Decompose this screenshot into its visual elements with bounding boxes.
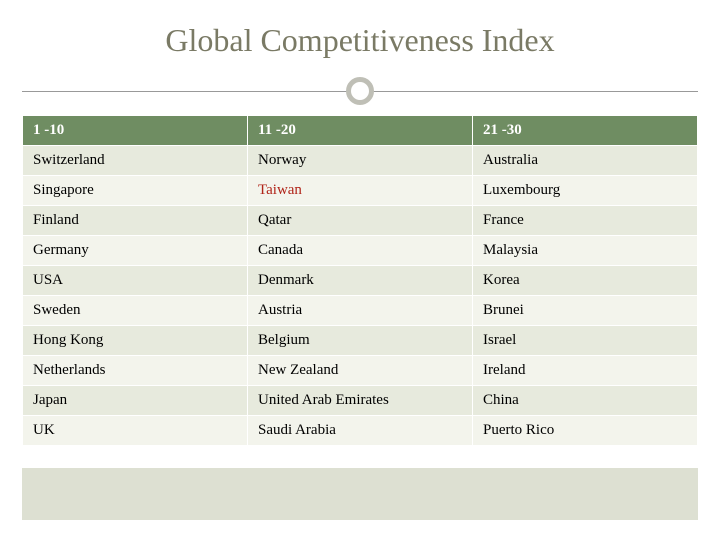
cell: Finland [23, 206, 248, 236]
table-row: Hong Kong Belgium Israel [23, 326, 698, 356]
cell: Qatar [248, 206, 473, 236]
cell: Germany [23, 236, 248, 266]
table-row: Sweden Austria Brunei [23, 296, 698, 326]
cell: China [473, 386, 698, 416]
cell: Belgium [248, 326, 473, 356]
cell: Austria [248, 296, 473, 326]
page-title: Global Competitiveness Index [0, 0, 720, 77]
table-row: UK Saudi Arabia Puerto Rico [23, 416, 698, 446]
cell: Netherlands [23, 356, 248, 386]
ranking-table-container: 1 -10 11 -20 21 -30 Switzerland Norway A… [22, 115, 698, 446]
cell: UK [23, 416, 248, 446]
cell: Norway [248, 146, 473, 176]
col-header-1: 1 -10 [23, 116, 248, 146]
cell: Switzerland [23, 146, 248, 176]
table-row: Japan United Arab Emirates China [23, 386, 698, 416]
cell: Australia [473, 146, 698, 176]
cell: France [473, 206, 698, 236]
cell: Singapore [23, 176, 248, 206]
cell: Saudi Arabia [248, 416, 473, 446]
table-row: Singapore Taiwan Luxembourg [23, 176, 698, 206]
cell: Sweden [23, 296, 248, 326]
table-row: Switzerland Norway Australia [23, 146, 698, 176]
col-header-3: 21 -30 [473, 116, 698, 146]
table-header-row: 1 -10 11 -20 21 -30 [23, 116, 698, 146]
cell: Japan [23, 386, 248, 416]
cell: Ireland [473, 356, 698, 386]
cell: Brunei [473, 296, 698, 326]
cell: Malaysia [473, 236, 698, 266]
cell: Luxembourg [473, 176, 698, 206]
table-row: Finland Qatar France [23, 206, 698, 236]
cell: Korea [473, 266, 698, 296]
cell: USA [23, 266, 248, 296]
footer-band [22, 468, 698, 520]
cell: Puerto Rico [473, 416, 698, 446]
table-row: Germany Canada Malaysia [23, 236, 698, 266]
cell: Denmark [248, 266, 473, 296]
table-row: Netherlands New Zealand Ireland [23, 356, 698, 386]
cell-highlight: Taiwan [248, 176, 473, 206]
table-row: USA Denmark Korea [23, 266, 698, 296]
cell: Israel [473, 326, 698, 356]
cell: Hong Kong [23, 326, 248, 356]
cell: United Arab Emirates [248, 386, 473, 416]
cell: Canada [248, 236, 473, 266]
title-divider [22, 77, 698, 105]
col-header-2: 11 -20 [248, 116, 473, 146]
divider-ring-icon [346, 77, 374, 105]
ranking-table: 1 -10 11 -20 21 -30 Switzerland Norway A… [22, 115, 698, 446]
cell: New Zealand [248, 356, 473, 386]
